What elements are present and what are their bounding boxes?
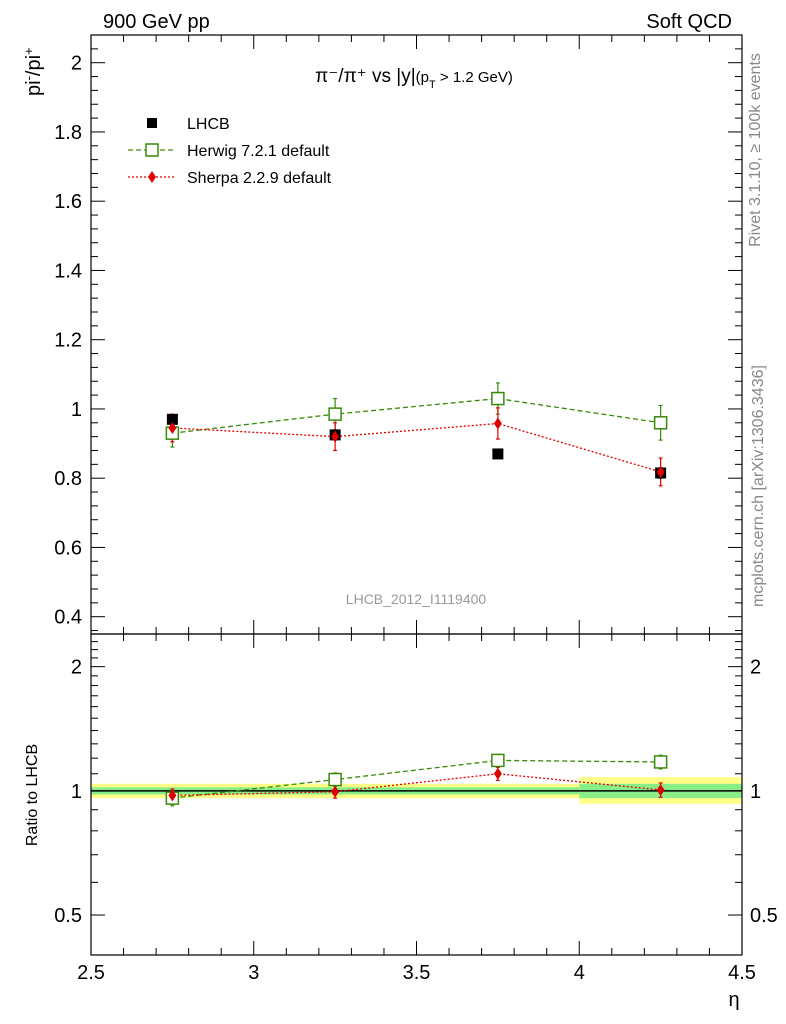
top-y-tick-label: 1 xyxy=(71,399,82,421)
ratio-y-tick-label-right: 0.5 xyxy=(750,905,778,927)
herwig-point xyxy=(653,755,668,769)
chart-title: π⁻/π⁺ vs |y|(pT > 1.2 GeV) xyxy=(315,66,513,91)
sherpa-point xyxy=(331,430,340,443)
ratio-ylabel: Ratio to LHCB xyxy=(24,744,41,846)
ratio-y-tick-label-right: 1 xyxy=(750,781,761,803)
herwig-point xyxy=(328,772,342,787)
ratio-herwig-line xyxy=(172,759,661,799)
top-y-tick-label: 1.4 xyxy=(54,260,82,282)
top-y-tick-label: 0.6 xyxy=(54,537,82,559)
ratio-y-tick-label-left: 0.5 xyxy=(54,905,82,927)
legend-marker-sherpa xyxy=(148,171,156,183)
top-y-tick-label: 0.4 xyxy=(54,607,82,629)
ratio-sherpa-line xyxy=(172,773,661,797)
sherpa-line xyxy=(172,422,661,473)
header-right: Soft QCD xyxy=(646,11,732,33)
legend-label-herwig: Herwig 7.2.1 default xyxy=(187,143,330,160)
legend-label-lhcb: LHCB xyxy=(187,116,230,133)
top-y-tick-label: 0.8 xyxy=(54,468,82,490)
sherpa-point xyxy=(168,789,177,802)
sherpa-point xyxy=(331,785,340,798)
axes: 2.5 3 3.5 4 4.5 0.4 0.6 0.8 1 1.2 1.4 1.6 1.8 2 0.5 0.5… xyxy=(54,34,778,984)
top-y-tick-label: 1.8 xyxy=(54,122,82,144)
ratio-panel-content xyxy=(91,753,742,807)
ratio-y-tick-label-right: 2 xyxy=(750,657,761,679)
top-y-tick-label: 2 xyxy=(71,53,82,75)
x-tick-label: 4.5 xyxy=(728,962,756,984)
x-tick-label: 4 xyxy=(574,962,585,984)
ratio-y-tick-label-left: 1 xyxy=(71,781,82,803)
lhcb-point xyxy=(492,448,504,460)
herwig-point xyxy=(491,753,505,768)
header-left: 900 GeV pp xyxy=(103,11,210,33)
main-panel-series xyxy=(165,382,668,487)
sherpa-point xyxy=(656,465,665,478)
x-axis-label: η xyxy=(728,989,739,1011)
sherpa-point xyxy=(656,783,665,796)
watermark: LHCB_2012_I1119400 xyxy=(346,591,487,607)
top-y-tick-label: 1.6 xyxy=(54,191,82,213)
x-tick-label: 3 xyxy=(248,962,259,984)
herwig-point xyxy=(328,407,342,421)
sherpa-point xyxy=(168,421,177,434)
top-y-tick-label: 1.2 xyxy=(54,330,82,352)
sherpa-point xyxy=(493,767,502,780)
herwig-point xyxy=(491,391,505,406)
herwig-line xyxy=(172,397,661,434)
legend-marker-lhcb xyxy=(147,118,157,128)
herwig-point xyxy=(653,416,668,430)
legend: LHCB Herwig 7.2.1 default Sherpa 2.2.9 d… xyxy=(128,116,332,187)
sherpa-point xyxy=(493,417,502,430)
side-label-top: Rivet 3.1.10, ≥ 100k events xyxy=(747,53,764,247)
x-tick-label: 3.5 xyxy=(403,962,431,984)
legend-marker-herwig xyxy=(145,143,159,157)
side-label-bottom: mcplots.cern.ch [arXiv:1306.3436] xyxy=(750,365,767,607)
lhcb-point xyxy=(166,413,178,425)
ratio-y-tick-label-left: 2 xyxy=(71,657,82,679)
legend-label-sherpa: Sherpa 2.2.9 default xyxy=(187,170,332,187)
top-ylabel: pi-/pi+ xyxy=(21,47,46,96)
x-tick-label: 2.5 xyxy=(77,962,105,984)
